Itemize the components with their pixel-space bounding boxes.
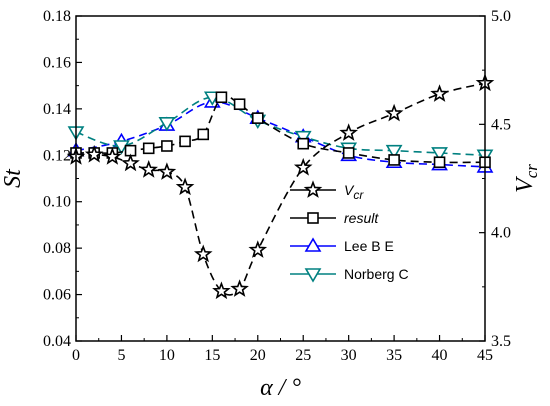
legend-item: Vcr <box>290 180 364 202</box>
x-tick-label: 0 <box>72 347 80 364</box>
x-tick-label: 40 <box>432 347 448 364</box>
legend-label: Norberg C <box>344 266 409 282</box>
legend-label: result <box>344 210 379 226</box>
x-tick-label: 5 <box>117 347 125 364</box>
y-left-tick-label: 0.04 <box>43 333 71 350</box>
series-layer <box>66 73 495 300</box>
data-point <box>142 142 155 155</box>
series-line <box>75 82 486 296</box>
data-point <box>175 177 195 196</box>
data-point <box>385 144 403 160</box>
series-line <box>75 94 486 164</box>
data-point <box>157 162 177 180</box>
data-point <box>430 84 449 102</box>
y-left-tick-label: 0.14 <box>43 101 71 118</box>
data-point <box>212 281 231 300</box>
legend-marker <box>304 237 322 252</box>
data-point <box>339 123 358 141</box>
x-tick-label: 20 <box>250 347 266 364</box>
y-left-tick-label: 0.12 <box>43 147 71 164</box>
y-right-tick-label: 4.0 <box>491 225 511 242</box>
y-left-tick-label: 0.06 <box>43 287 71 304</box>
data-point <box>293 157 313 176</box>
data-point <box>294 130 312 146</box>
x-tick-label: 15 <box>204 347 220 364</box>
data-point <box>388 154 400 166</box>
y-right-tick-label: 4.5 <box>491 116 511 133</box>
y-left-tick-label: 0.10 <box>43 194 71 211</box>
data-point <box>197 128 210 141</box>
data-point <box>193 244 213 263</box>
x-tick-label: 10 <box>159 347 175 364</box>
data-point <box>179 135 191 148</box>
data-point <box>139 160 159 178</box>
legend-item: Lee B E <box>290 237 394 254</box>
data-point <box>251 112 264 124</box>
data-point <box>121 153 140 172</box>
y-left-tick-label: 0.16 <box>43 54 71 71</box>
legend-marker <box>307 212 319 224</box>
data-point <box>342 147 355 159</box>
y-right-tick-label: 3.5 <box>491 333 511 350</box>
legend-marker <box>304 268 322 283</box>
y-left-tick-label: 0.18 <box>43 8 71 25</box>
series-0 <box>66 73 495 300</box>
data-point <box>248 240 268 258</box>
x-tick-label: 30 <box>341 347 357 364</box>
legend-marker <box>303 180 323 198</box>
x-tick-label: 25 <box>295 347 311 364</box>
legend-label: Vcr <box>344 182 364 202</box>
x-tick-label: 35 <box>386 347 402 364</box>
svg-text:Vcr: Vcr <box>512 164 541 193</box>
legend-item: result <box>290 210 379 226</box>
tick-labels: 0 5 10 15 20 25 30 35 40 45 0.04 0.06 0.08 0.10 0.12 0.… <box>43 8 511 364</box>
data-point <box>158 116 176 132</box>
x-tick-label: 45 <box>477 347 493 364</box>
y-axis-right-title: Vcr <box>512 164 541 193</box>
data-point <box>230 279 249 297</box>
data-point <box>215 91 228 104</box>
y-right-tick-label: 5.0 <box>491 8 511 25</box>
data-point <box>431 147 448 162</box>
plot-frame <box>75 15 486 342</box>
data-point <box>297 137 310 150</box>
data-point <box>161 140 173 152</box>
legend-item: Norberg C <box>290 266 409 283</box>
legend-label: Lee B E <box>344 238 394 254</box>
data-point <box>233 98 246 111</box>
legend: Vcr result Lee B E Norberg C <box>290 180 409 283</box>
axis-ticks <box>75 15 486 342</box>
series-line <box>75 101 486 168</box>
x-axis-title: α / ° <box>260 375 301 401</box>
data-point <box>384 103 404 122</box>
data-point <box>84 144 104 163</box>
data-point <box>433 156 446 169</box>
series-line <box>75 96 486 157</box>
data-point <box>103 147 122 165</box>
y-axis-left-title: St <box>0 168 26 188</box>
y-left-tick-label: 0.08 <box>43 240 71 257</box>
